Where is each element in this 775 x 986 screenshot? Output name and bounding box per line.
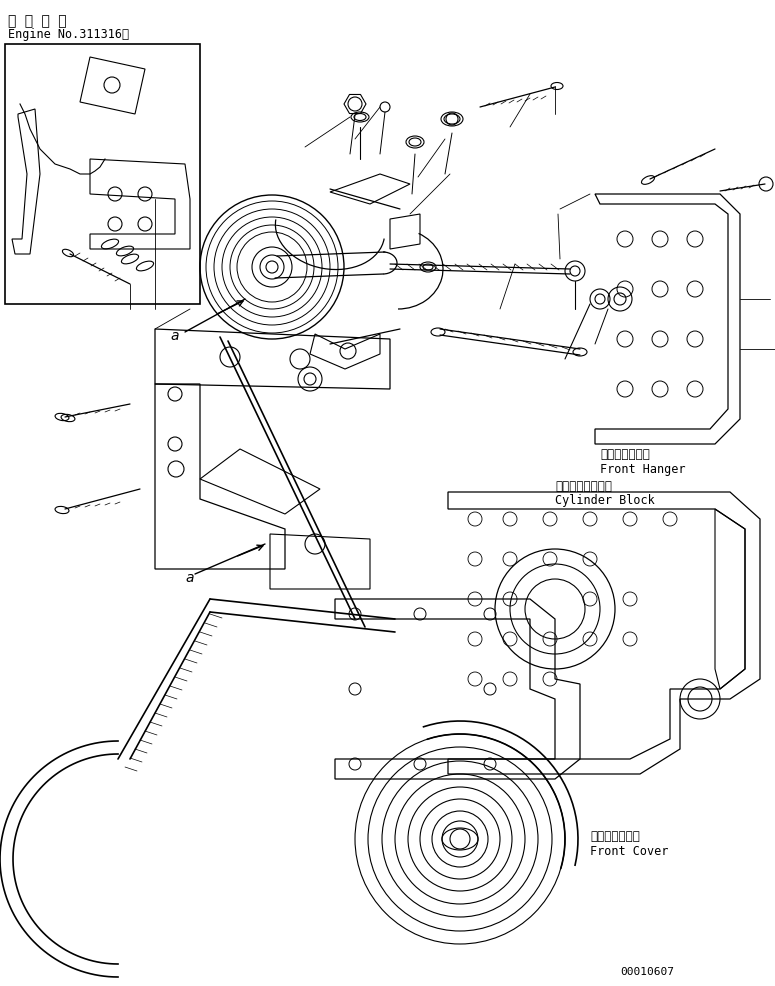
Bar: [5, 45, 200, 305]
Text: フロントカバー: フロントカバー: [590, 829, 640, 842]
Text: Front Hanger: Front Hanger: [600, 462, 686, 475]
Text: 00010607: 00010607: [620, 966, 674, 976]
Text: a: a: [170, 328, 178, 343]
Text: a: a: [185, 571, 194, 585]
Text: シリンダブロック: シリンダブロック: [555, 479, 612, 492]
Text: Front Cover: Front Cover: [590, 844, 668, 857]
Text: Cylinder Block: Cylinder Block: [555, 494, 655, 507]
Text: 適 用 号 機: 適 用 号 機: [8, 14, 67, 28]
Text: Engine No.311316～: Engine No.311316～: [8, 28, 129, 41]
Text: フロントハンガ: フロントハンガ: [600, 448, 650, 460]
